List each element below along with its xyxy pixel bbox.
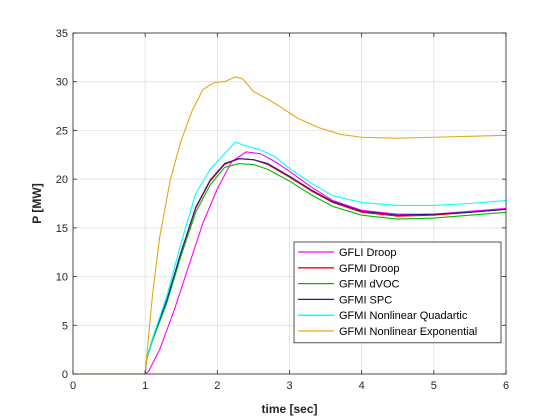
legend-label: GFMI Nonlinear Quadartic (339, 310, 468, 322)
series-line-1 (73, 151, 507, 375)
series-group (73, 76, 507, 375)
legend-label: GFMI dVOC (339, 279, 400, 291)
y-tick-label: 5 (62, 320, 68, 332)
x-axis-title: time [sec] (261, 402, 317, 416)
x-tick-label: 2 (214, 380, 220, 392)
series-line-3 (73, 163, 507, 375)
x-tick-label: 3 (286, 380, 292, 392)
legend: GFLI Droop GFMI Droop GFMI dVOC GFMI SPC GFM… (293, 241, 502, 344)
x-tick-label: 0 (70, 380, 76, 392)
legend-label: GFMI Nonlinear Exponential (339, 326, 477, 338)
tick-marks (72, 32, 507, 375)
y-tick-label: 20 (56, 174, 68, 186)
y-tick-label: 25 (56, 125, 68, 137)
series-line-6 (73, 76, 507, 375)
series-line-5 (73, 141, 507, 375)
legend-label: GFMI SPC (339, 294, 392, 306)
x-tick-label: 6 (503, 380, 509, 392)
y-tick-label: 0 (62, 369, 68, 381)
legend-box (293, 241, 502, 344)
legend-label: GFLI Droop (339, 247, 396, 259)
tick-labels: 0 1 2 3 4 5 6 0 5 10 15 20 25 30 35 (56, 28, 509, 392)
x-tick-label: 1 (142, 380, 148, 392)
y-tick-label: 35 (56, 28, 68, 40)
x-tick-label: 4 (359, 380, 365, 392)
y-tick-label: 30 (56, 77, 68, 89)
x-tick-label: 5 (431, 380, 437, 392)
y-tick-label: 15 (56, 223, 68, 235)
legend-label: GFMI Droop (339, 263, 400, 275)
y-axis-title: P [MW] (30, 183, 44, 223)
y-tick-label: 10 (56, 272, 68, 284)
